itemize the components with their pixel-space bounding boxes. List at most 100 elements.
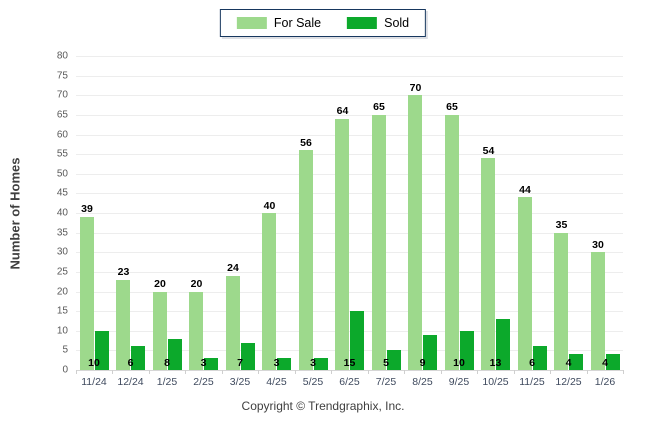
sold-bar xyxy=(386,350,401,370)
x-axis-label: 2/25 xyxy=(193,376,214,388)
for-sale-column: 35 xyxy=(554,220,569,370)
month-group: 54 13 xyxy=(481,56,511,370)
for-sale-column: 20 xyxy=(152,278,168,370)
for-sale-value-label: 23 xyxy=(117,266,130,279)
sold-bar xyxy=(423,334,437,370)
bar-groups: 39 10 23 6 20 8 20 3 24 7 40 3 56 3 64 15 65 5 70 9 65 10 54 13… xyxy=(76,56,623,370)
y-tick-label: 60 xyxy=(56,129,68,140)
for-sale-column: 24 xyxy=(225,262,241,370)
sold-bar xyxy=(459,330,474,370)
y-tick-label: 70 xyxy=(56,89,68,101)
sold-column xyxy=(277,358,291,370)
for-sale-bar xyxy=(335,118,349,370)
for-sale-column: 70 xyxy=(408,83,423,370)
y-tick-label: 15 xyxy=(56,305,68,317)
y-tick-label: 80 xyxy=(56,50,68,62)
legend-item-sold: Sold xyxy=(347,16,409,30)
y-axis-tick-labels: 0 5 10 15 20 25 30 35 40 45 50 55 60 65 70 75 80 xyxy=(40,51,72,376)
sold-swatch xyxy=(347,17,378,29)
sold-value-label: 3 xyxy=(310,356,316,369)
month-group: 44 6 xyxy=(517,56,547,370)
for-sale-column: 40 xyxy=(262,200,277,370)
sold-column xyxy=(94,330,109,370)
x-axis-tick xyxy=(477,370,479,374)
month-group: 23 6 xyxy=(116,56,146,370)
for-sale-bar xyxy=(554,232,568,370)
y-tick-label: 45 xyxy=(56,187,68,199)
for-sale-value-label: 35 xyxy=(555,219,568,232)
x-axis-tick xyxy=(221,370,223,374)
gridline xyxy=(76,252,623,254)
for-sale-value-label: 56 xyxy=(300,136,312,149)
x-axis-tick xyxy=(513,370,515,374)
sold-bar xyxy=(569,354,583,370)
for-sale-value-label: 20 xyxy=(154,278,166,290)
for-sale-column: 23 xyxy=(116,267,131,370)
gridline xyxy=(76,154,623,156)
for-sale-value-label: 39 xyxy=(81,203,93,216)
for-sale-value-label: 24 xyxy=(227,262,239,275)
sold-value-label: 13 xyxy=(489,356,502,369)
sold-column xyxy=(496,318,510,370)
x-axis-label: 10/25 xyxy=(482,376,509,388)
x-axis-tick xyxy=(112,370,114,374)
x-axis-label: 3/25 xyxy=(229,376,251,388)
month-group: 65 5 xyxy=(371,56,401,370)
sold-value-label: 7 xyxy=(237,356,243,369)
for-sale-column: 65 xyxy=(444,102,460,370)
x-axis-label: 4/25 xyxy=(266,376,287,388)
sold-column xyxy=(167,338,182,370)
for-sale-value-label: 54 xyxy=(482,144,495,157)
y-tick-label: 0 xyxy=(62,364,68,376)
for-sale-bar xyxy=(116,279,130,370)
sold-column xyxy=(386,350,401,370)
copyright-text: Copyright © Trendgraphix, Inc. xyxy=(241,399,405,413)
gridline xyxy=(76,114,623,116)
sold-bar xyxy=(240,342,255,370)
month-group: 40 3 xyxy=(262,56,292,370)
sold-value-label: 4 xyxy=(565,356,572,369)
for-sale-column: 20 xyxy=(189,279,204,370)
sold-value-label: 5 xyxy=(383,356,389,369)
month-group: 20 8 xyxy=(152,56,182,370)
sold-value-label: 10 xyxy=(88,356,100,369)
for-sale-column: 56 xyxy=(298,136,314,370)
y-tick-label: 20 xyxy=(56,286,68,297)
month-group: 20 3 xyxy=(189,56,219,370)
sold-column xyxy=(423,334,437,370)
gridline xyxy=(76,75,623,77)
gridline xyxy=(76,95,623,97)
y-tick-label: 40 xyxy=(56,207,68,219)
sold-column xyxy=(240,342,255,370)
sold-bar xyxy=(277,358,291,370)
month-group: 64 15 xyxy=(335,56,365,370)
sold-bar xyxy=(94,330,109,370)
chart-legend: For Sale Sold xyxy=(219,9,427,37)
gridline xyxy=(76,56,623,57)
sold-bar xyxy=(131,346,145,370)
for-sale-bar xyxy=(79,216,94,370)
for-sale-column: 44 xyxy=(517,185,533,370)
for-sale-value-label: 30 xyxy=(592,238,604,251)
for-sale-bar xyxy=(189,291,203,370)
sold-bar xyxy=(350,311,364,370)
for-sale-column: 39 xyxy=(79,203,95,370)
month-group: 70 9 xyxy=(408,56,438,370)
sold-value-label: 6 xyxy=(529,356,535,369)
sold-column xyxy=(569,354,583,370)
sold-column xyxy=(204,358,218,370)
sold-bar xyxy=(167,338,182,370)
for-sale-bar xyxy=(517,197,532,370)
y-tick-label: 30 xyxy=(56,246,68,258)
x-axis-label: 7/25 xyxy=(375,376,397,388)
for-sale-swatch xyxy=(236,17,267,29)
month-group: 24 7 xyxy=(225,56,255,370)
gridline xyxy=(76,193,623,195)
y-tick-label: 50 xyxy=(56,168,68,180)
x-axis-line xyxy=(76,370,623,371)
for-sale-bar xyxy=(481,158,495,370)
y-tick-label: 25 xyxy=(56,266,68,278)
x-axis-label: 9/25 xyxy=(448,376,470,388)
month-group: 35 4 xyxy=(554,56,584,370)
